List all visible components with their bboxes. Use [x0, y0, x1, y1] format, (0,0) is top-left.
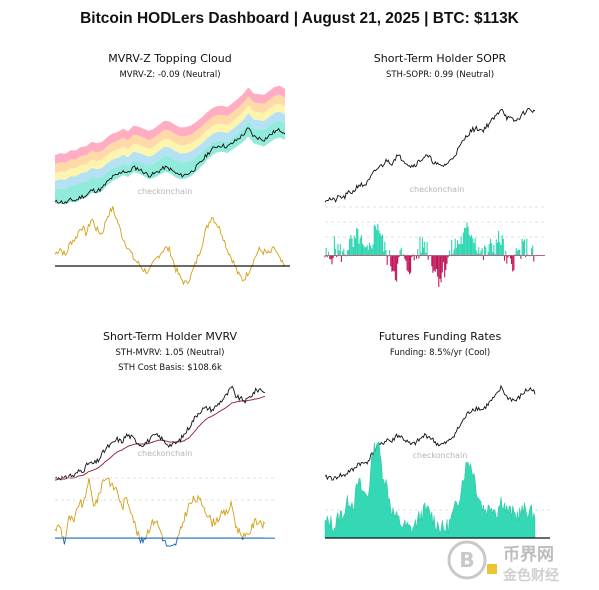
panel-subtitle: STH-SOPR: 0.99 (Neutral)	[385, 70, 495, 80]
price-line	[54, 127, 286, 204]
panel-title: MVRV-Z Topping Cloud	[108, 52, 232, 65]
panel-subtitle: Funding: 8.5%/yr (Cool)	[389, 348, 491, 358]
price-line	[324, 384, 536, 481]
panel-sth-sopr: Short-Term Holder SOPR STH-SOPR: 0.99 (N…	[320, 52, 560, 302]
sopr-negative-spikes	[324, 255, 535, 287]
mvrv-z-oscillator-line	[54, 206, 286, 286]
panel-title: Short-Term Holder MVRV	[102, 330, 238, 343]
sth-mvrv-oscillator-below	[55, 536, 265, 547]
chart-funding-rates: checkonchain	[324, 384, 550, 539]
chart-mvrv-z: checkonchain	[54, 85, 290, 286]
panel-title: Futures Funding Rates	[378, 330, 502, 343]
cloud-band	[55, 94, 285, 173]
funding-rate-area	[324, 441, 536, 539]
watermark-text-bottom: 金色财经	[502, 567, 559, 584]
checkonchain-watermark: checkonchain	[138, 187, 193, 196]
panel-subtitle-2: STH Cost Basis: $108.6k	[118, 363, 222, 373]
price-line	[324, 107, 536, 203]
sth-mvrv-oscillator-above	[54, 477, 266, 540]
cloud-band	[55, 85, 285, 164]
cost-basis-line	[54, 396, 266, 481]
site-watermark-logo: B 币界网 金色财经	[447, 540, 559, 584]
checkonchain-watermark: checkonchain	[413, 451, 468, 460]
checkonchain-watermark: checkonchain	[410, 185, 465, 194]
panel-mvrv-z: MVRV-Z Topping Cloud MVRV-Z: -0.09 (Neut…	[50, 52, 290, 292]
panel-sth-mvrv: Short-Term Holder MVRV STH-MVRV: 1.05 (N…	[50, 330, 290, 575]
price-line	[54, 385, 266, 481]
dashboard-title: Bitcoin HODLers Dashboard | August 21, 2…	[80, 10, 519, 27]
watermark-text-top: 币界网	[503, 545, 554, 565]
panel-subtitle: MVRV-Z: -0.09 (Neutral)	[119, 70, 221, 80]
panel-title: Short-Term Holder SOPR	[373, 52, 507, 65]
svg-text:B: B	[459, 548, 474, 572]
checkonchain-watermark: checkonchain	[138, 449, 193, 458]
cloud-band	[55, 120, 285, 205]
cloud-band	[55, 103, 285, 181]
panel-funding-rates: Futures Funding Rates Funding: 8.5%/yr (…	[320, 330, 560, 545]
chart-sth-sopr: checkonchain	[324, 107, 545, 287]
chart-sth-mvrv: checkonchain	[54, 385, 275, 547]
cloud-band	[55, 111, 285, 190]
panel-subtitle: STH-MVRV: 1.05 (Neutral)	[115, 348, 225, 358]
sopr-positive-spikes	[325, 222, 534, 256]
